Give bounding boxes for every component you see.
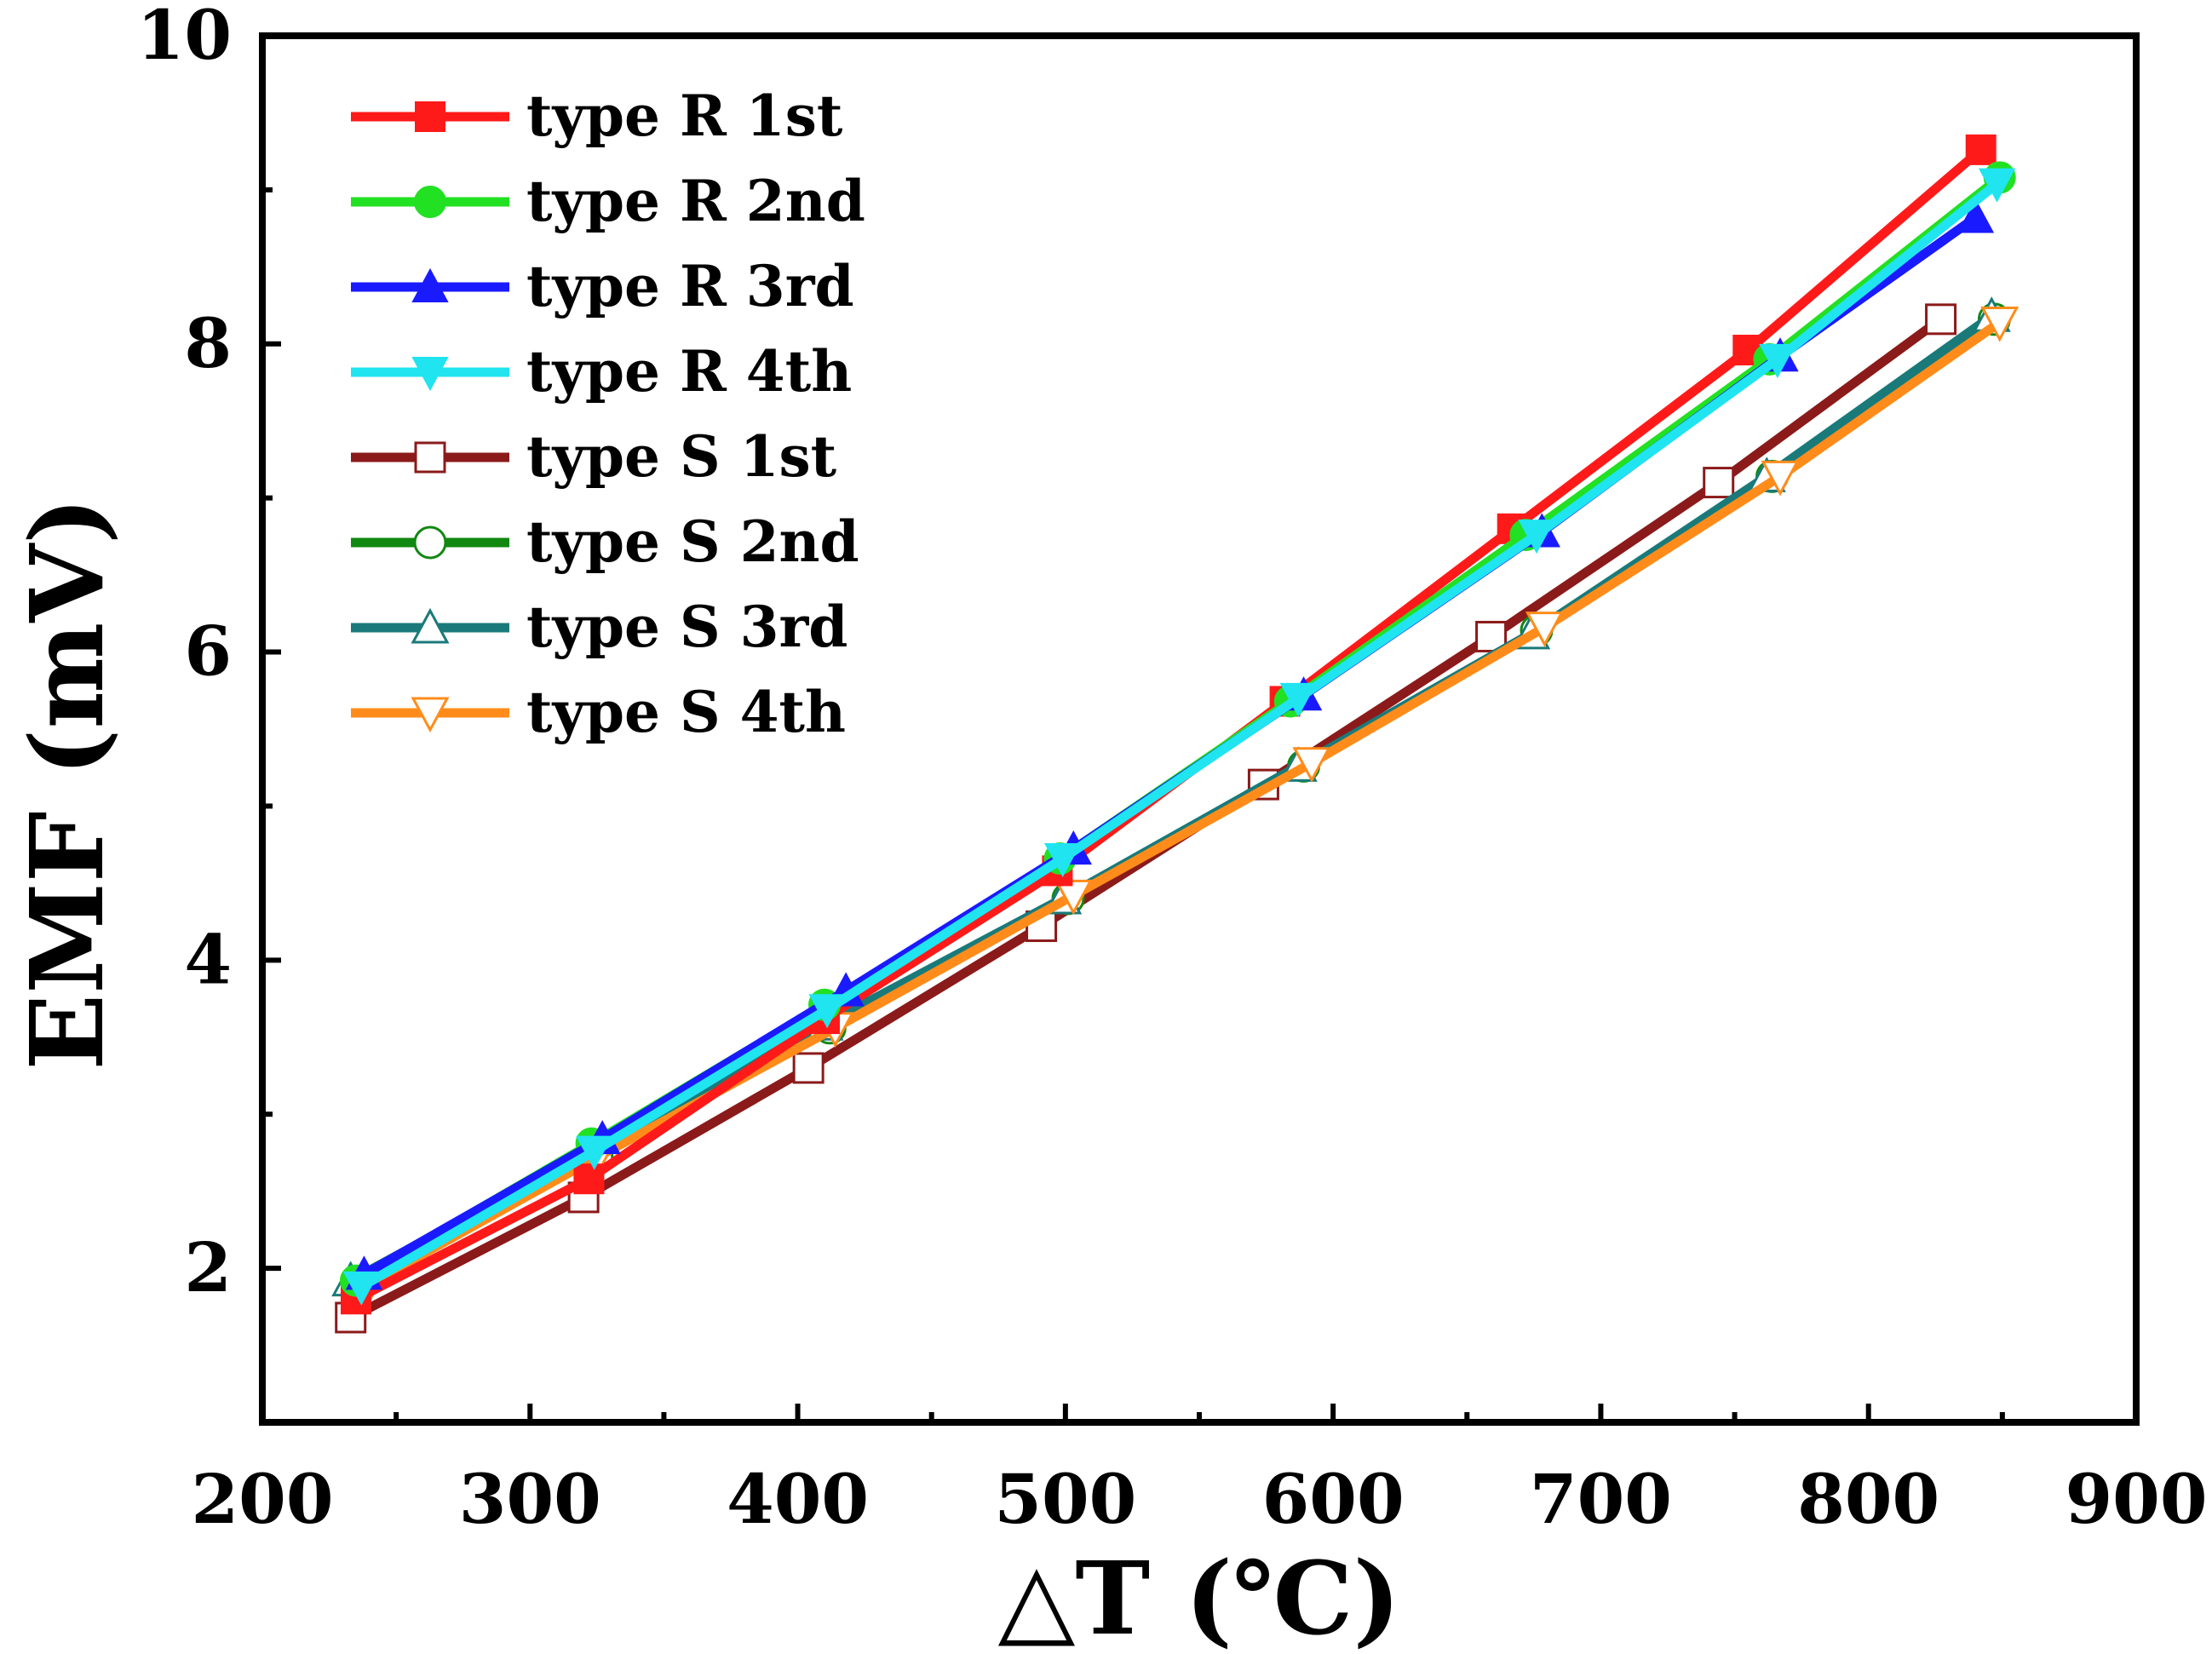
x-tick-label: 500 [994, 1459, 1136, 1539]
y-tick-label: 8 [184, 303, 232, 383]
series-layer [331, 134, 2020, 1334]
x-tick-label: 200 [192, 1459, 334, 1539]
legend-label-type-s-2nd: type S 2nd [526, 508, 859, 575]
series-line-type-r-4th [359, 180, 2001, 1291]
legend-entry-type-r-2nd: type R 2nd [351, 168, 865, 234]
data-point-type-r-4th [576, 1135, 613, 1170]
data-point-type-s-4th [1761, 460, 1800, 497]
data-point-type-r-4th [808, 994, 846, 1029]
legend-label-type-s-4th: type S 4th [526, 679, 846, 745]
x-tick-label: 700 [1530, 1459, 1672, 1539]
legend-label-type-r-2nd: type R 2nd [526, 168, 865, 234]
data-point-type-r-3rd [1956, 198, 1995, 233]
legend-label-type-r-1st: type R 1st [526, 83, 843, 149]
legend-entry-type-r-4th: type R 4th [351, 338, 852, 405]
legend-marker-type-s-2nd [413, 525, 447, 560]
data-point-type-s-4th [1054, 879, 1093, 916]
y-tick-label: 2 [184, 1227, 232, 1307]
legend-label-type-s-3rd: type S 3rd [526, 594, 847, 660]
legend-marker-type-r-4th [411, 357, 449, 392]
legend-entry-type-s-3rd: type S 3rd [351, 594, 847, 660]
legend-marker-type-s-1st [414, 441, 446, 474]
legend-marker-type-r-3rd [411, 267, 449, 302]
legend-entry-type-s-4th: type S 4th [351, 679, 846, 745]
legend-marker-type-r-1st [415, 101, 445, 132]
x-tick-label: 900 [2065, 1459, 2208, 1539]
y-tick-label: 4 [184, 919, 232, 999]
data-point-type-r-4th [1759, 343, 1796, 378]
x-tick-label: 300 [459, 1459, 601, 1539]
series-type-r-4th [342, 168, 2016, 1306]
legend-label-type-r-4th: type R 4th [526, 338, 852, 405]
data-point-type-r-1st [573, 1163, 605, 1195]
series-line-type-s-4th [367, 318, 2002, 1289]
legend-marker-type-r-2nd [414, 186, 446, 218]
x-tick-label: 400 [727, 1459, 869, 1539]
data-point-type-s-4th [1980, 306, 2020, 342]
y-axis-title: EMF (mV) [8, 497, 126, 1071]
legend-label-type-r-3rd: type R 3rd [526, 253, 854, 319]
legend-marker-type-s-3rd [411, 607, 450, 644]
x-tick-label: 800 [1797, 1459, 1939, 1539]
y-tick-label: 6 [184, 612, 232, 692]
legend-marker-type-s-4th [411, 697, 450, 733]
y-tick-label: 10 [137, 0, 232, 75]
data-point-type-s-1st [792, 1052, 824, 1084]
data-point-type-r-4th [1978, 168, 2016, 203]
ticks-layer: 200 300 400 500 600 700 800 900 2 4 6 8 10 [137, 0, 2208, 1539]
data-point-type-r-4th [342, 1271, 380, 1306]
legend-entry-type-s-2nd: type S 2nd [351, 508, 859, 575]
data-point-type-s-1st [1703, 467, 1735, 499]
data-point-type-r-4th [1279, 682, 1317, 717]
legend-entry-type-r-1st: type R 1st [351, 83, 843, 149]
data-point-type-s-4th [1292, 747, 1331, 783]
data-point-type-r-4th [1044, 842, 1082, 878]
legend-entry-type-s-1st: type S 1st [351, 423, 837, 490]
legend-label-type-s-1st: type S 1st [526, 423, 837, 490]
legend-entry-type-r-3rd: type R 3rd [351, 253, 854, 319]
x-tick-label: 600 [1262, 1459, 1405, 1539]
data-point-type-s-4th [1525, 612, 1564, 647]
data-point-type-s-1st [1925, 303, 1957, 336]
legend: type R 1st type R 2nd type R 3rd type R 4th… [351, 83, 865, 745]
data-point-type-r-1st [1965, 134, 1997, 165]
data-point-type-r-4th [1518, 520, 1555, 554]
x-axis-title: △T (℃) [998, 1539, 1401, 1654]
